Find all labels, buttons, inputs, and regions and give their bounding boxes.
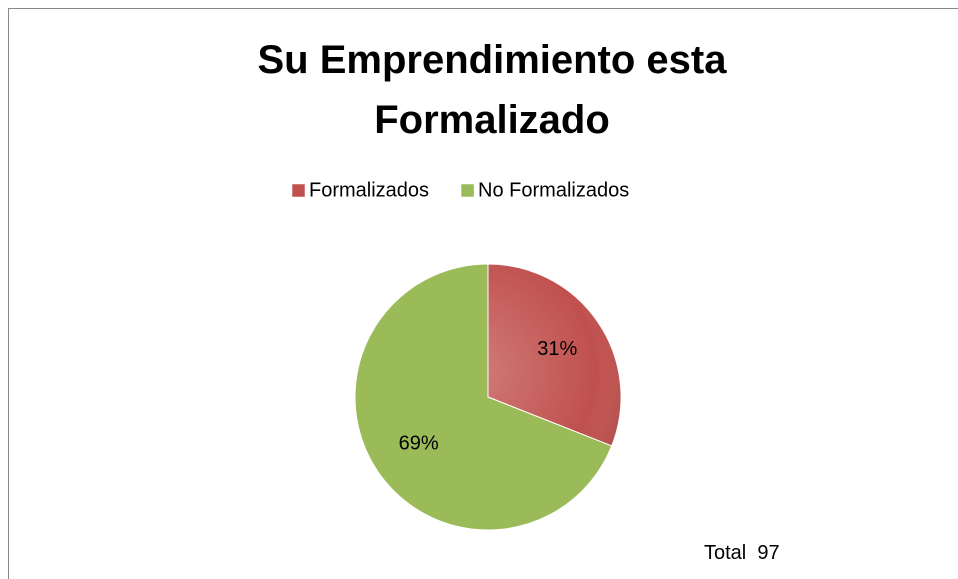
chart-title: Su Emprendimiento esta Formalizado bbox=[257, 38, 727, 142]
pie-slice bbox=[354, 263, 613, 531]
legend-label: Formalizados bbox=[309, 179, 429, 201]
legend-label: No Formalizados bbox=[478, 179, 629, 201]
legend-swatch bbox=[460, 183, 475, 198]
data-label: 31% bbox=[537, 338, 577, 360]
annotation: Total 97 bbox=[704, 542, 780, 564]
legend-swatch bbox=[291, 183, 306, 198]
chart-border bbox=[8, 8, 958, 579]
data-label: 69% bbox=[399, 432, 439, 454]
